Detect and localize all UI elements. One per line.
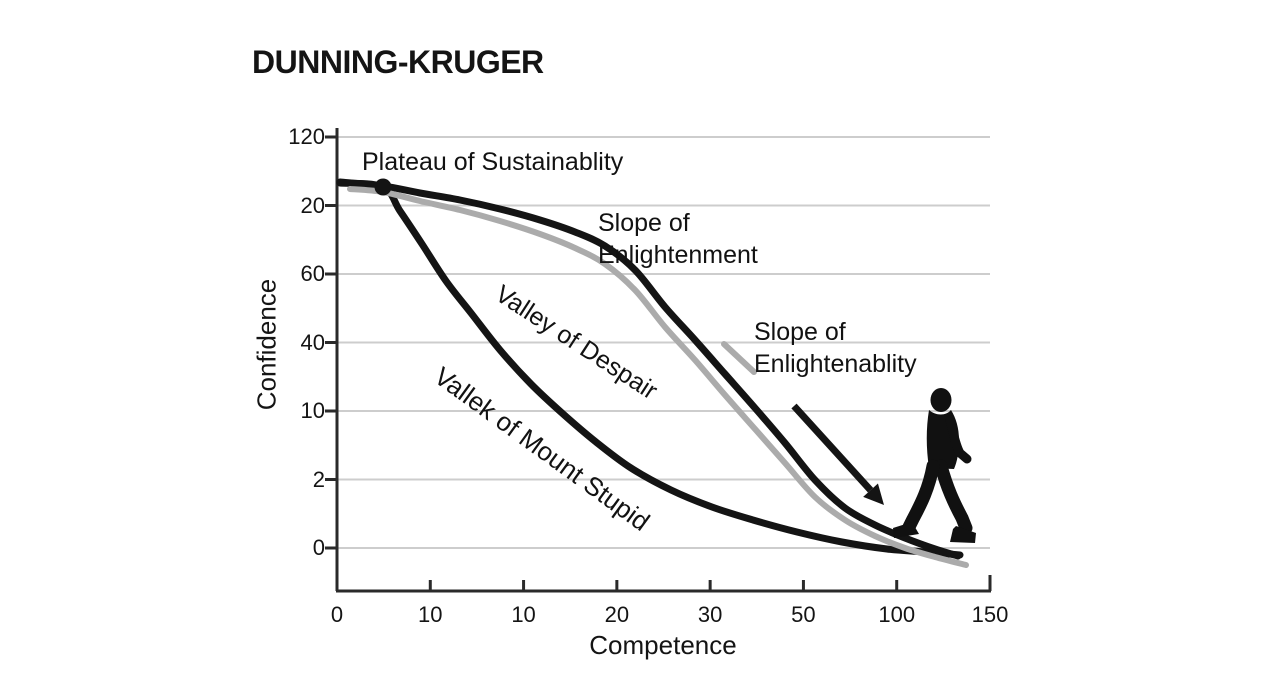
walking-man-icon [893,388,976,543]
gray-dash-segment [721,341,757,375]
tick-marks [325,135,992,591]
start-dot [374,178,392,196]
x-tick-label: 10 [511,602,536,627]
y-tick-label: 60 [300,261,325,286]
x-tick-label: 10 [418,602,443,627]
y-tick-label: 40 [300,329,325,355]
x-axis-label: Competence [589,630,737,660]
annotation-plateau-of-sustainablity: Plateau of Sustainablity [362,148,624,176]
annotation-slope-of-enlightenablity: Slope of Enlightenablity [754,318,917,378]
arrow-head [863,483,884,505]
x-tick-label: 30 [697,602,723,627]
annotation-slope-of-enlightenment: Slope of Enlightenment [598,209,758,269]
x-tick-label: 150 [971,602,1009,627]
gray-parallel-curve [347,186,969,568]
chart-title: DUNNING-KRUGER [252,44,544,80]
arrow-shaft [791,403,874,493]
curves [336,178,969,568]
x-tick-label: 100 [878,602,916,627]
x-tick-label: 50 [791,602,816,627]
mount-stupid-steep-curve [336,179,964,559]
y-tick-label: 10 [300,398,325,423]
y-tick-label: 120 [288,124,325,149]
y-tick-label: 0 [312,535,325,560]
x-tick-label: 20 [604,602,630,627]
y-tick-label: 20 [300,192,325,218]
x-tick-label: 0 [330,602,344,627]
y-tick-label: 2 [312,466,325,492]
enlightenment-shallow-curve [336,178,962,560]
curve-start-dot [374,178,392,196]
descent-arrow [791,403,884,505]
